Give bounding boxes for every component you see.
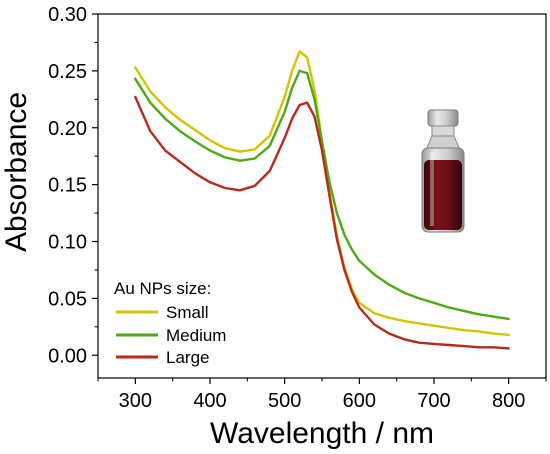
x-tick-label: 400: [193, 390, 226, 412]
legend-label-large: Large: [166, 348, 209, 367]
y-tick-label: 0.25: [48, 61, 87, 83]
plot-frame: [97, 13, 547, 379]
x-tick-label: 300: [119, 390, 152, 412]
y-tick-label: 0.15: [48, 175, 87, 197]
y-axis-title: Absorbance: [0, 92, 33, 252]
axis-ticks: 300 400 500 600 700 800 0.00 0.05 0.10 0.15 0.20 0.…: [48, 4, 547, 412]
y-tick-label: 0.30: [48, 4, 87, 26]
x-tick-label: 700: [417, 390, 450, 412]
legend: Au NPs size: Small Medium Large: [114, 279, 226, 367]
series-layer: [134, 50, 510, 350]
legend-item-large: Large: [116, 348, 209, 367]
legend-item-small: Small: [116, 303, 209, 322]
y-tick-label: 0.05: [48, 288, 87, 310]
legend-item-medium: Medium: [116, 326, 226, 345]
y-tick-label: 0.10: [48, 232, 87, 254]
vial-photo: [421, 109, 465, 233]
vial-neck: [431, 125, 455, 137]
x-tick-label: 800: [492, 390, 525, 412]
plot-area: [97, 13, 547, 379]
x-tick-label: 600: [343, 390, 376, 412]
series-line-medium: [134, 69, 510, 321]
x-axis-title: Wavelength / nm: [210, 417, 434, 450]
vial-highlight: [430, 152, 434, 226]
vial-liquid: [424, 160, 462, 230]
series-line-large: [134, 95, 510, 350]
y-tick-label: 0.20: [48, 118, 87, 140]
x-tick-label: 500: [268, 390, 301, 412]
legend-title: Au NPs size:: [114, 279, 211, 298]
legend-label-small: Small: [166, 303, 209, 322]
y-tick-label: 0.00: [48, 345, 87, 367]
legend-label-medium: Medium: [166, 326, 226, 345]
vial-cap: [427, 109, 459, 127]
